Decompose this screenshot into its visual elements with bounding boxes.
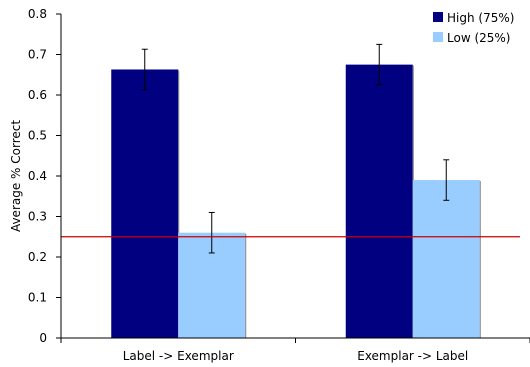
- y-tick-label: 0: [39, 331, 47, 345]
- x-tick-label: Label -> Exemplar: [123, 349, 234, 363]
- y-tick-label: 0.6: [28, 88, 47, 102]
- y-tick-label: 0.5: [28, 129, 47, 143]
- bar-low-2: [412, 180, 480, 338]
- legend-swatch-low: [433, 32, 443, 42]
- x-tick-label: Exemplar -> Label: [357, 349, 468, 363]
- axes-group: Label -> Exemplar Exemplar -> Label 0 0.1 0.…: [28, 7, 530, 363]
- legend-swatch-high: [433, 12, 443, 22]
- bar-high-1: [111, 69, 179, 339]
- y-tick-label: 0.8: [28, 7, 47, 21]
- y-tick-label: 0.1: [28, 291, 47, 305]
- y-tick-label: 0.2: [28, 250, 47, 264]
- legend: High (75%) Low (25%): [433, 11, 514, 45]
- legend-label-high: High (75%): [447, 11, 514, 25]
- bar-high-2: [345, 64, 413, 338]
- y-tick-label: 0.7: [28, 48, 47, 62]
- error-bars-group: [141, 43, 450, 254]
- y-tick-label: 0.4: [28, 169, 47, 183]
- y-tick-label: 0.3: [28, 210, 47, 224]
- y-axis-title: Average % Correct: [9, 120, 23, 232]
- legend-label-low: Low (25%): [447, 31, 510, 45]
- bars-group: [111, 64, 481, 339]
